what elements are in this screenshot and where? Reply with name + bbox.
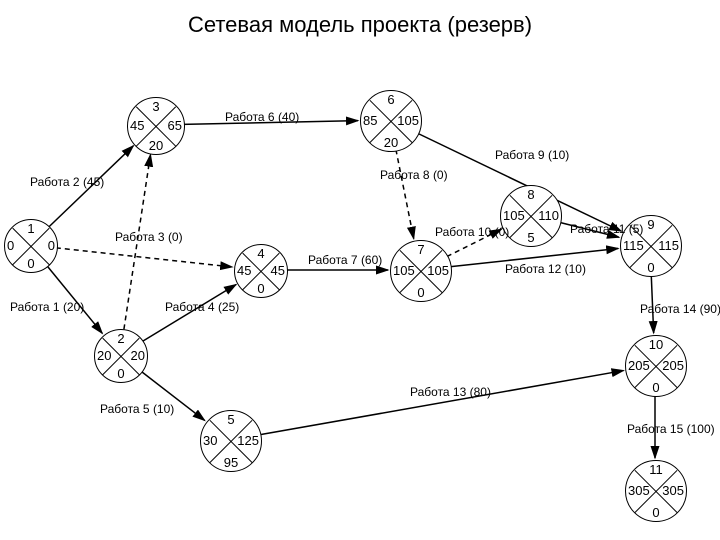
edges-layer (0, 0, 720, 540)
edge-label-10-11: Работа 15 (100) (627, 422, 715, 436)
node-1: 1000 (4, 219, 58, 273)
edge-label-6-9: Работа 9 (10) (495, 148, 569, 162)
edge-label-7-9: Работа 12 (10) (505, 262, 586, 276)
edge-label-8-9: Работа 11 (5) (570, 222, 643, 236)
edge-label-1-4: Работа 3 (0) (115, 230, 183, 244)
edge-label-2-5: Работа 5 (10) (100, 402, 174, 416)
node-10: 100205205 (625, 335, 687, 397)
node-2: 202020 (94, 329, 148, 383)
node-5: 59530125 (200, 410, 262, 472)
edge-label-6-7: Работа 8 (0) (380, 168, 448, 182)
edge-label-4-7: Работа 7 (60) (308, 253, 382, 267)
node-3: 3204565 (127, 97, 185, 155)
node-7: 70105105 (390, 240, 452, 302)
edge-label-7-8: Работа 10 (0) (435, 225, 509, 239)
edge-label-9-10: Работа 14 (90) (640, 302, 720, 316)
edge-label-2-4: Работа 4 (25) (165, 300, 239, 314)
node-6: 62085105 (360, 90, 422, 152)
edge-6-7 (396, 149, 414, 238)
edge-label-1-3: Работа 2 (45) (30, 175, 104, 189)
edge-label-5-10: Работа 13 (80) (410, 385, 491, 399)
edge-label-3-6: Работа 6 (40) (225, 110, 299, 124)
node-8: 85105110 (500, 185, 562, 247)
node-11: 110305305 (625, 460, 687, 522)
node-4: 404545 (234, 244, 288, 298)
edge-label-1-2: Работа 1 (20) (10, 300, 84, 314)
edge-1-4 (56, 248, 232, 267)
edge-5-10 (260, 371, 624, 435)
